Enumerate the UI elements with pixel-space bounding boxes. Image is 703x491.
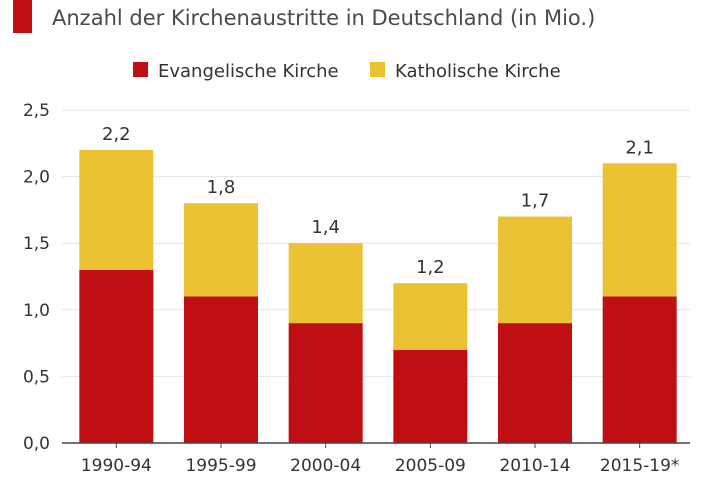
x-category-label: 1990-94 xyxy=(81,456,152,476)
total-label: 1,7 xyxy=(521,191,550,212)
total-label: 2,1 xyxy=(625,137,654,158)
title-accent-bar xyxy=(13,0,32,33)
bar-katholisch xyxy=(184,203,258,297)
bar-evangelisch xyxy=(602,296,677,443)
bar-evangelisch xyxy=(498,323,572,443)
bar-katholisch xyxy=(602,163,677,297)
bar-evangelisch xyxy=(79,269,154,443)
axes: 0,0 0,5 1,0 1,5 2,0 2,5 1990-94 1995-99 2000-04 2… xyxy=(23,101,690,476)
y-tick-label: 1,5 xyxy=(23,234,50,254)
bar-katholisch xyxy=(79,149,154,270)
legend-swatch-katholisch xyxy=(370,62,385,77)
chart-subtitle: Anzahl der Kirchenaustritte in Deutschla… xyxy=(52,6,596,30)
total-label: 1,2 xyxy=(416,257,445,278)
total-label: 2,2 xyxy=(102,124,131,145)
legend-swatch-evangelisch xyxy=(133,62,148,77)
y-tick-label: 1,0 xyxy=(23,301,50,321)
total-label: 1,8 xyxy=(207,177,236,198)
y-tick-label: 2,5 xyxy=(23,101,50,121)
bars: 2,2 1,8 1,4 1,2 1,7 2,1 xyxy=(79,124,677,443)
bar-evangelisch xyxy=(288,323,363,443)
total-label: 1,4 xyxy=(311,217,340,238)
y-tick-label: 0,5 xyxy=(23,367,50,387)
bar-evangelisch xyxy=(393,349,468,443)
legend: Evangelische Kirche Katholische Kirche xyxy=(133,61,561,82)
legend-label-katholisch: Katholische Kirche xyxy=(395,61,561,82)
x-category-label: 2000-04 xyxy=(290,456,361,476)
x-category-label: 2005-09 xyxy=(395,456,466,476)
x-category-label: 1995-99 xyxy=(185,456,256,476)
bar-katholisch xyxy=(393,283,468,350)
y-tick-label: 2,0 xyxy=(23,168,50,188)
grid-lines xyxy=(62,109,690,377)
bar-katholisch xyxy=(498,216,572,324)
bar-katholisch xyxy=(288,243,363,324)
bar-evangelisch xyxy=(184,296,258,443)
x-category-label: 2015-19* xyxy=(600,456,680,476)
legend-label-evangelisch: Evangelische Kirche xyxy=(158,61,339,82)
y-tick-label: 0,0 xyxy=(23,434,50,454)
x-category-label: 2010-14 xyxy=(499,456,570,476)
